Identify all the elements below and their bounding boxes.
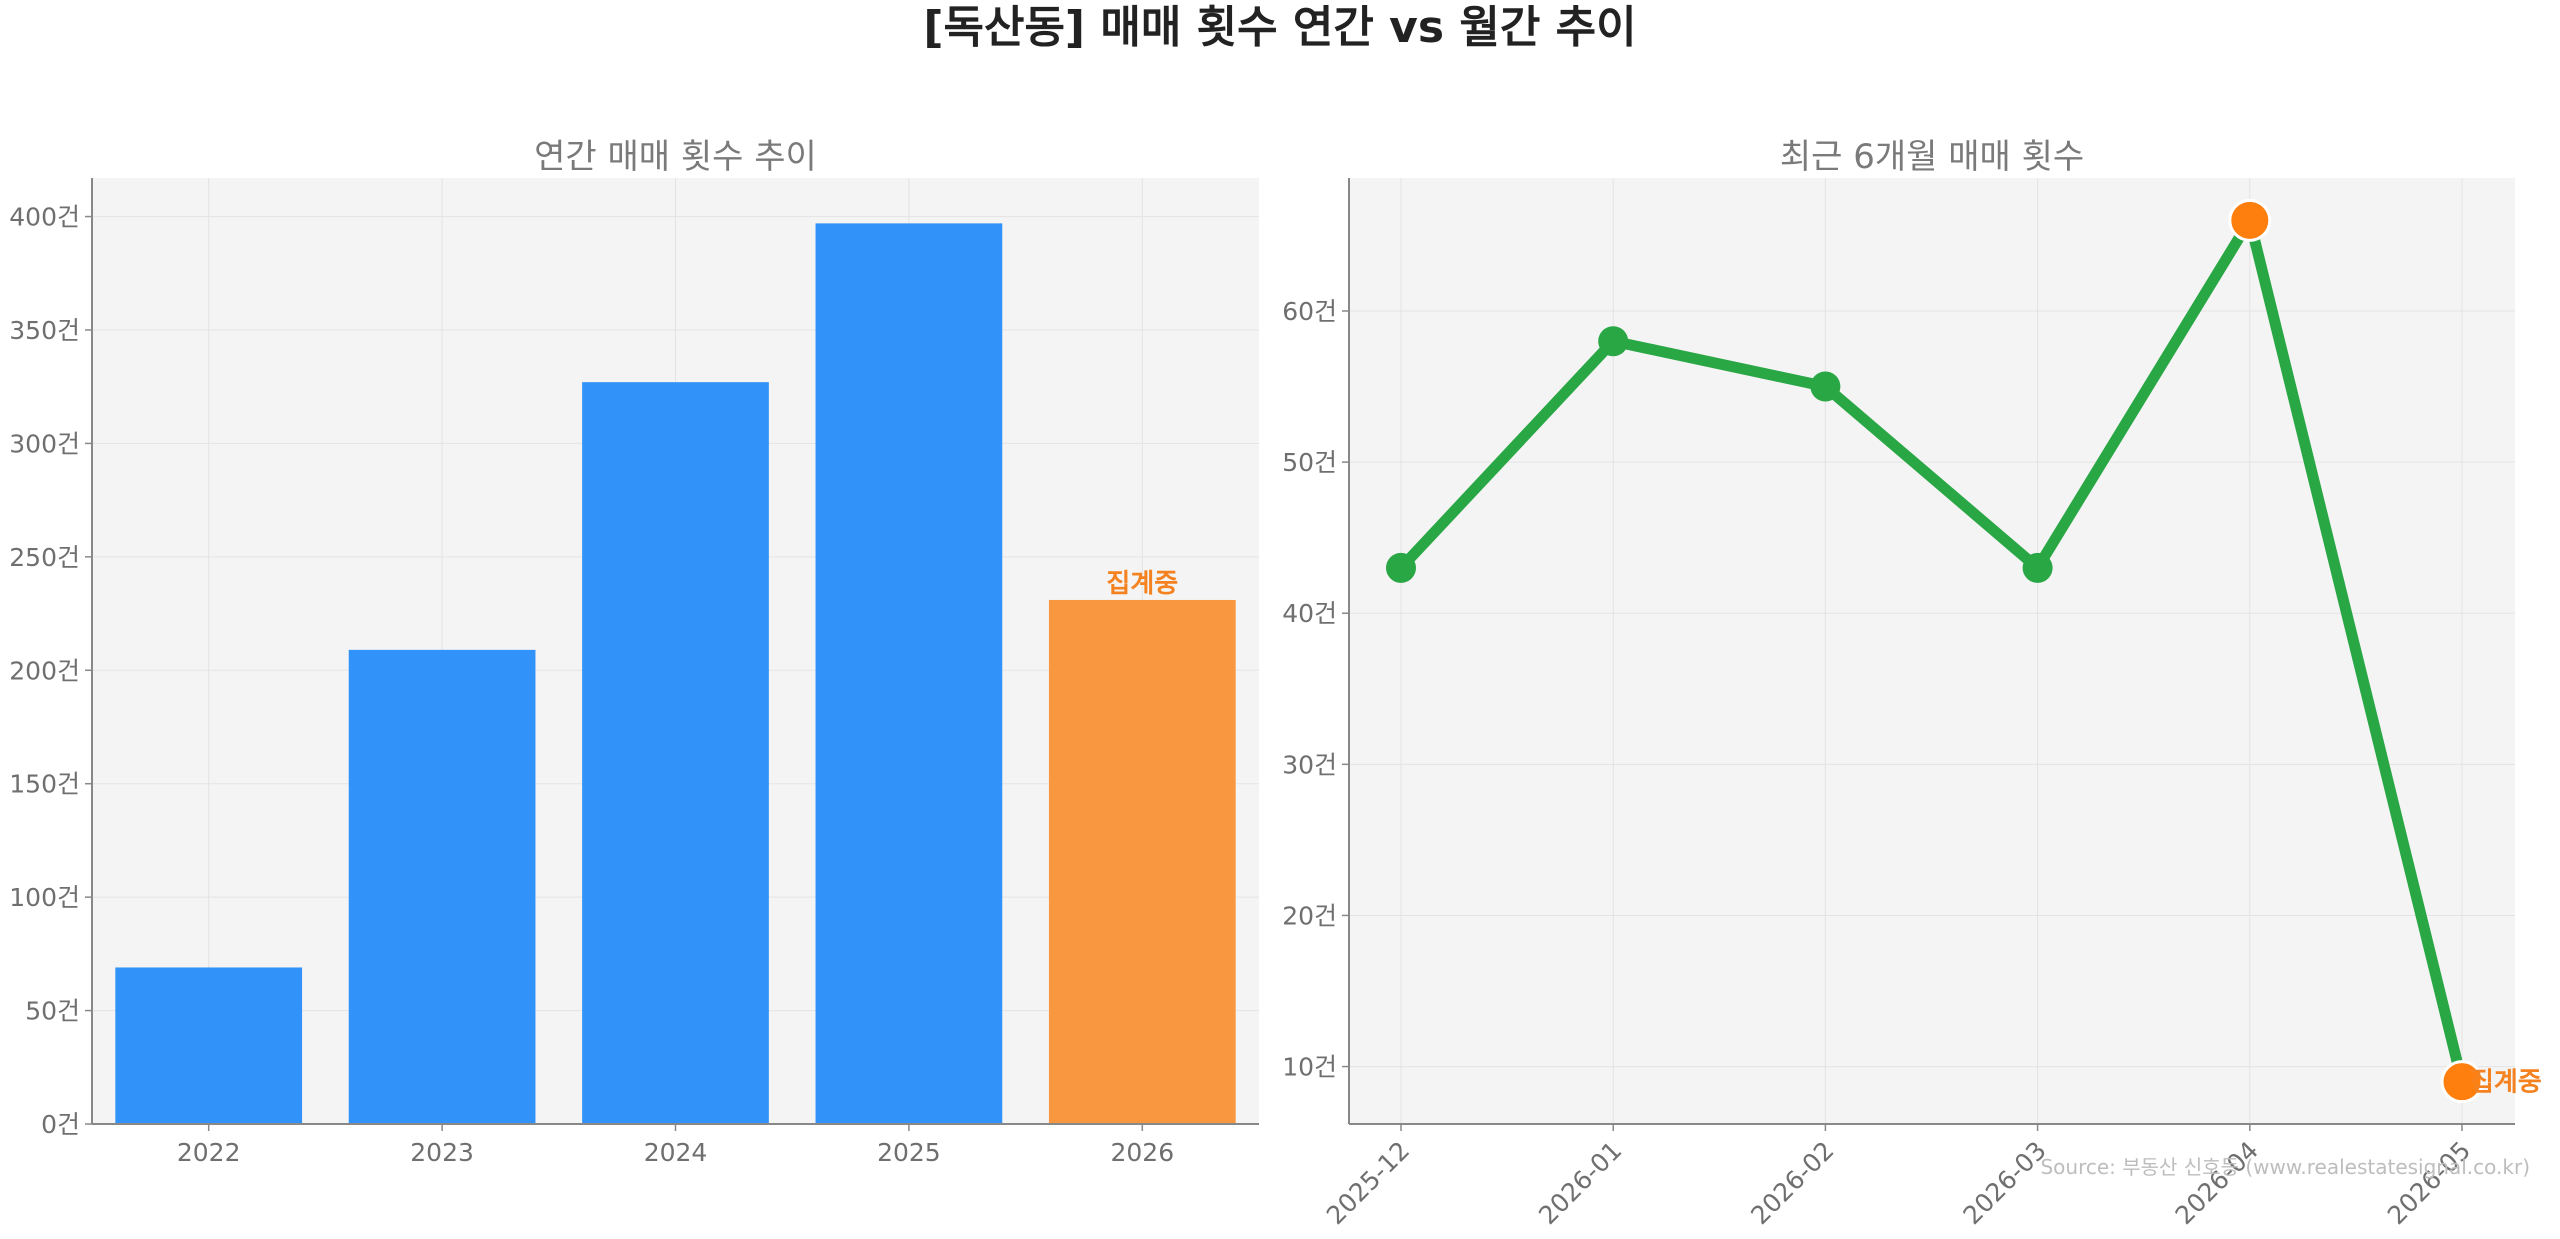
pending-label: 집계중 (1106, 569, 1178, 599)
y-tick-label: 300건 (9, 429, 80, 458)
y-tick-label: 20건 (1282, 901, 1337, 930)
x-tick-label: 2025 (877, 1138, 941, 1167)
x-tick-label: 2023 (410, 1138, 474, 1167)
bar-2022 (115, 967, 303, 1124)
bar-2024 (582, 382, 769, 1124)
y-tick-label: 50건 (25, 997, 80, 1026)
bar-2026 (1048, 599, 1236, 1124)
chart-title: 최근 6개월 매매 횟수 (1780, 137, 2084, 177)
data-point-2025-12 (1386, 552, 1416, 583)
plot-area-background (1349, 178, 2515, 1124)
y-tick-label: 0건 (41, 1110, 80, 1139)
series-line (1395, 214, 2468, 1088)
y-tick-label: 400건 (9, 203, 80, 232)
y-tick-label: 100건 (9, 883, 80, 912)
x-tick-label: 2025-12 (1321, 1136, 1415, 1230)
x-tick-label: 2026-01 (1533, 1136, 1627, 1230)
data-point-2026-01 (1598, 326, 1629, 357)
x-tick-label: 2026-03 (1957, 1136, 2051, 1230)
x-tick-label: 2026 (1110, 1138, 1174, 1167)
bar-2023 (348, 649, 536, 1124)
x-tick-label: 2026-05 (2382, 1136, 2476, 1230)
y-tick-label: 50건 (1282, 448, 1337, 477)
y-tick-label: 40건 (1282, 599, 1337, 628)
annual-chart-panel: 연간 매매 횟수 추이 0건 50건 100건 150건 200건 250건 300건 350건… (9, 137, 1259, 1167)
monthly-chart-panel: 최근 6개월 매매 횟수 10건 20건 30건 40건 50건 60건 2025-12 202… (1282, 137, 2542, 1230)
x-tick-label: 2022 (177, 1138, 241, 1167)
pending-label: 집계중 (2470, 1068, 2542, 1098)
figure-title: [독산동] 매매 횟수 연간 vs 월간 추이 (923, 2, 1636, 53)
bar-2025 (815, 223, 1003, 1124)
y-tick-label: 250건 (9, 543, 80, 572)
y-tick-label: 350건 (9, 316, 80, 345)
x-tick-label: 2024 (644, 1138, 708, 1167)
data-point-2026-04 (2228, 198, 2272, 242)
y-tick-label: 200건 (9, 656, 80, 685)
data-point-2026-03 (2022, 552, 2053, 583)
data-point-2026-02 (1810, 371, 1841, 402)
y-tick-label: 150건 (9, 770, 80, 799)
y-tick-label: 10건 (1282, 1053, 1337, 1082)
x-tick-label: 2026-02 (1745, 1136, 1839, 1230)
x-tick-label: 2026-04 (2170, 1136, 2264, 1230)
source-credit: Source: 부동산 신호등 (www.realestatesignal.co… (2040, 1155, 2530, 1179)
chart-title: 연간 매매 횟수 추이 (534, 137, 817, 177)
data-point-2026-05 (2440, 1060, 2484, 1104)
y-tick-label: 60건 (1282, 297, 1337, 326)
y-tick-label: 30건 (1282, 750, 1337, 779)
